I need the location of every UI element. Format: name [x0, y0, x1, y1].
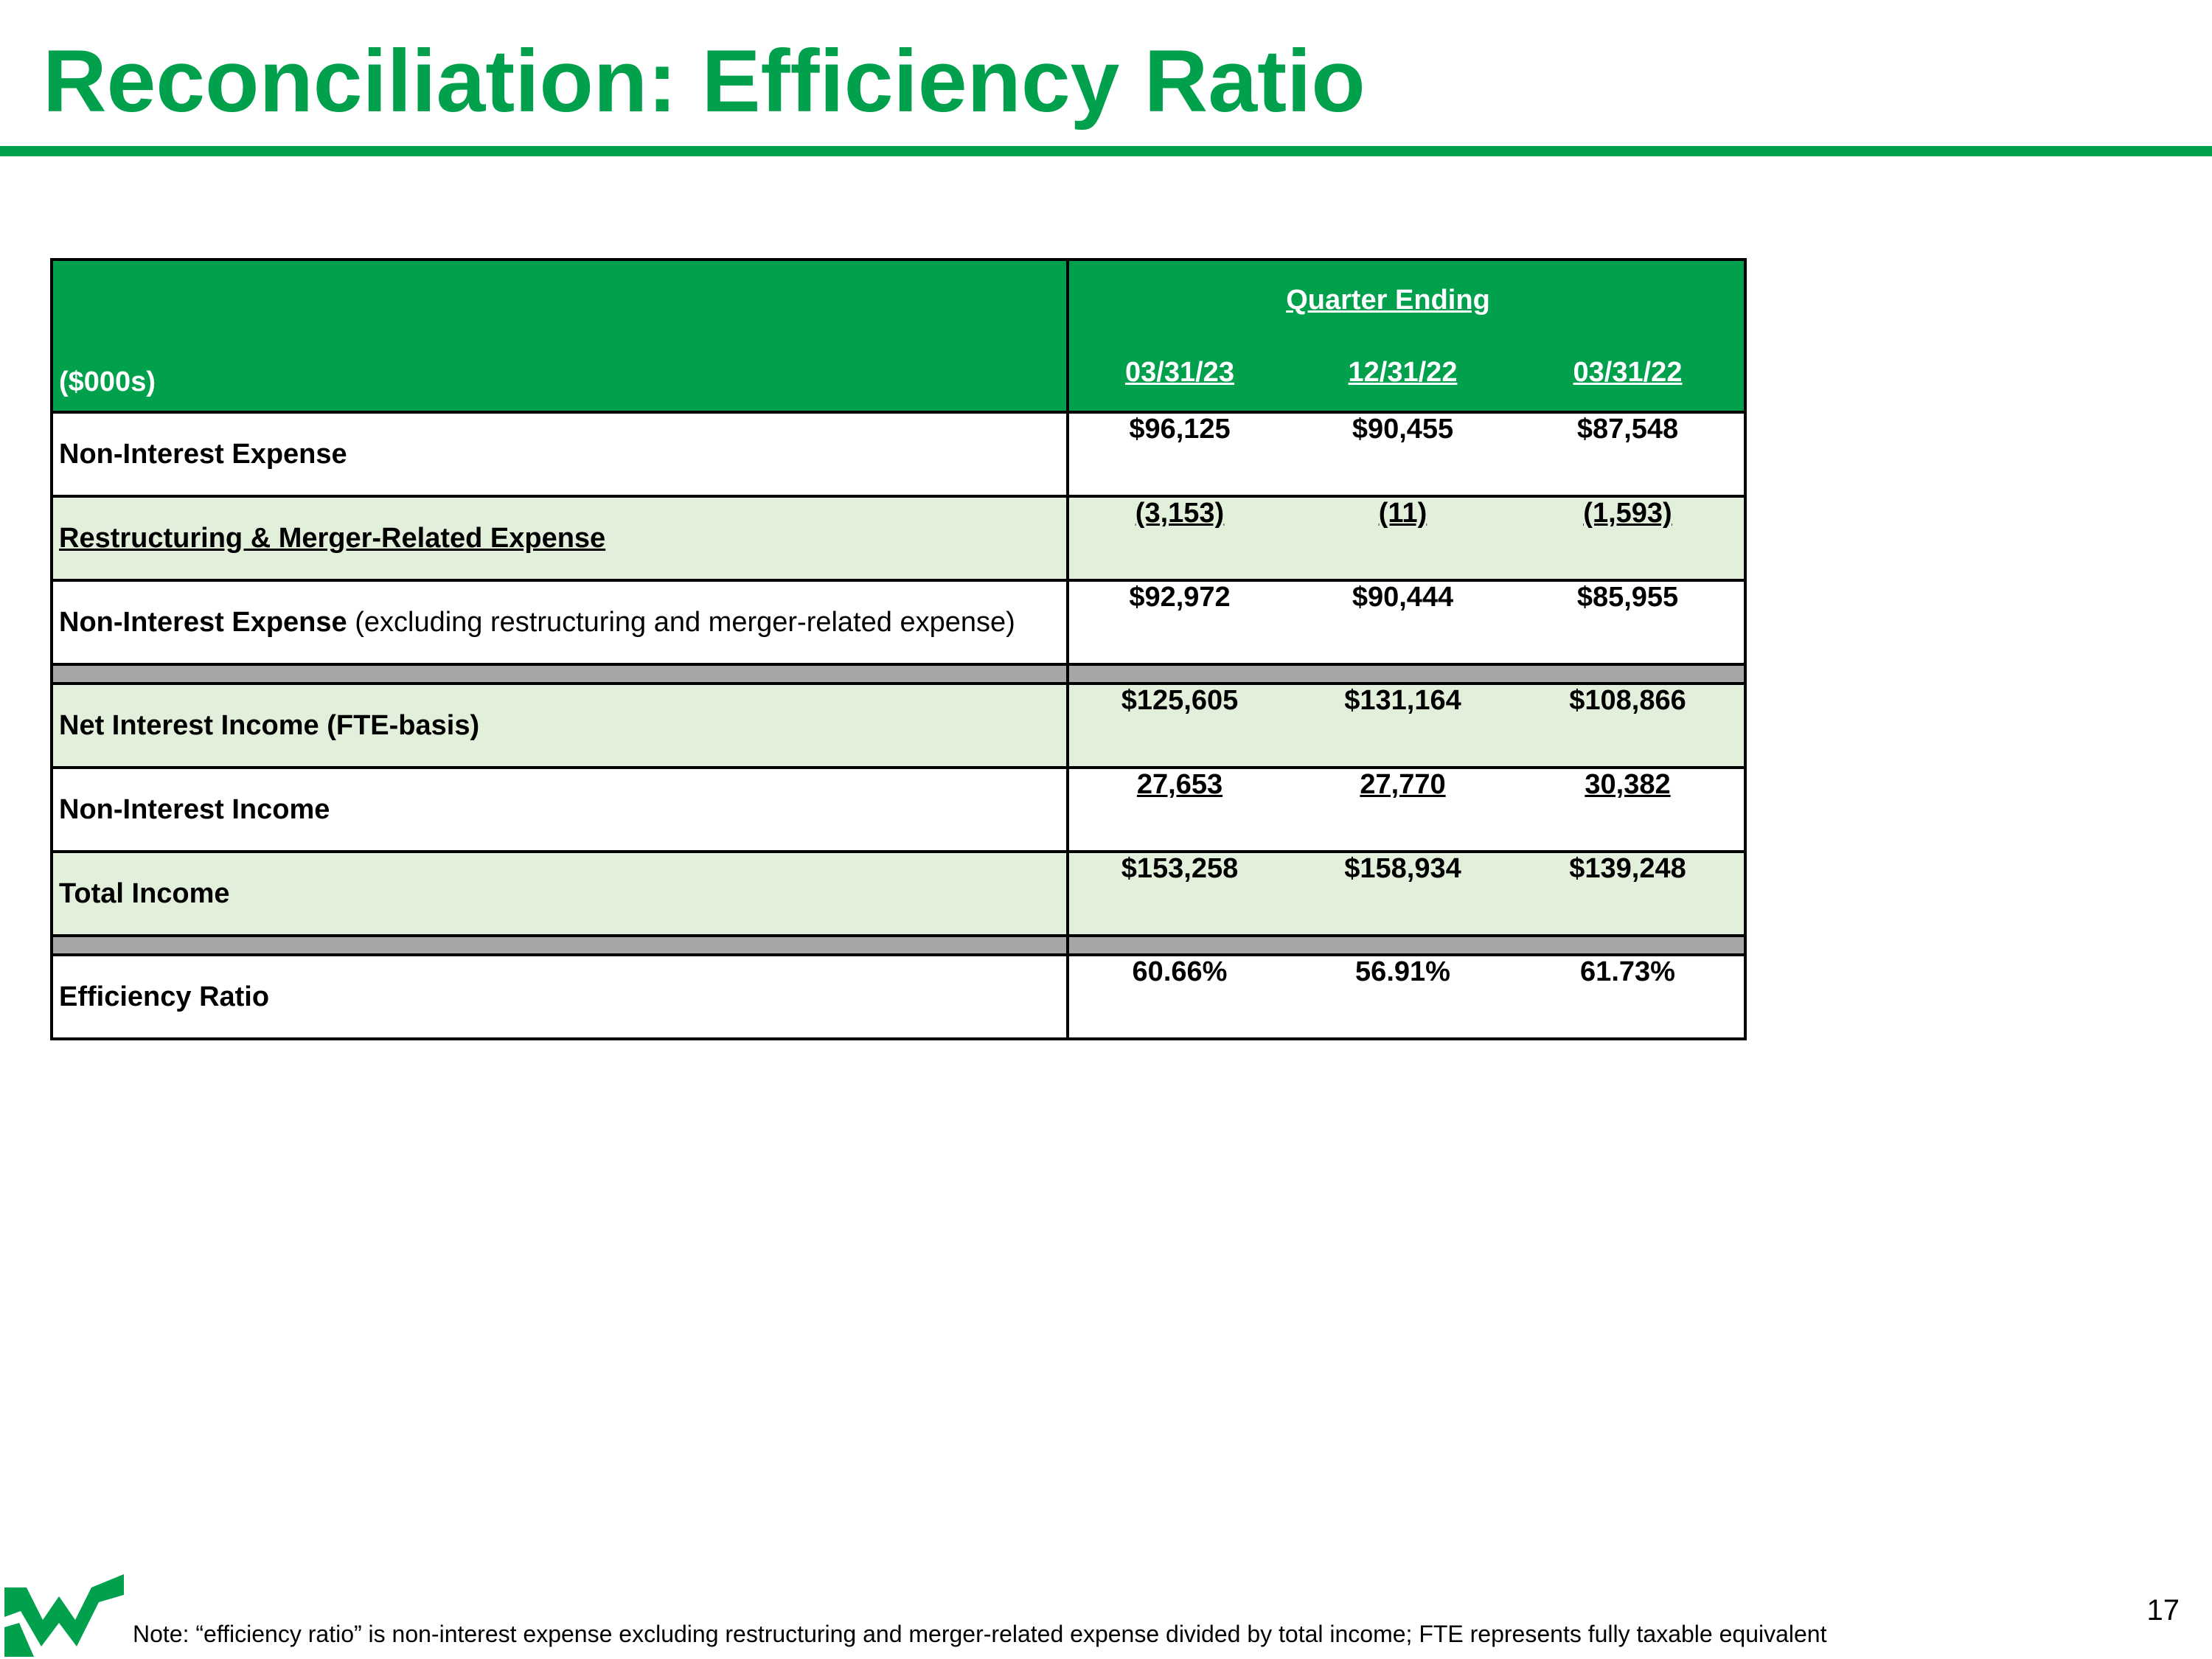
table-row-efficiency-ratio: Efficiency Ratio 60.66% 56.91% 61.73%	[50, 953, 1747, 1040]
cell-value: $158,934	[1344, 853, 1461, 884]
row-label-suffix: (excluding restructuring and merger-rela…	[347, 606, 1015, 638]
footnote: Note: “efficiency ratio” is non-interest…	[133, 1621, 1827, 1647]
cell-value: $139,248	[1569, 853, 1686, 884]
cell-value: $125,605	[1121, 685, 1239, 716]
table-row-restructuring: Restructuring & Merger-Related Expense (…	[50, 495, 1747, 582]
table-header-row: ($000s) Quarter Ending 03/31/23 12/31/22…	[50, 258, 1747, 414]
period-header-cell: Quarter Ending 03/31/23 12/31/22 03/31/2…	[1066, 258, 1747, 414]
table-row-non-interest-expense: Non-Interest Expense $96,125 $90,455 $87…	[50, 411, 1747, 498]
period-header-1: 03/31/23	[1125, 357, 1234, 388]
cell-value: $96,125	[1129, 414, 1231, 445]
cell-value: 61.73%	[1580, 956, 1675, 987]
efficiency-ratio-table: ($000s) Quarter Ending 03/31/23 12/31/22…	[50, 258, 1747, 1040]
cell-value: $108,866	[1569, 685, 1686, 716]
w-logo-icon	[4, 1574, 124, 1657]
cell-value: (3,153)	[1135, 498, 1225, 529]
cell-value: 30,382	[1585, 769, 1671, 800]
cell-value: (11)	[1378, 498, 1427, 529]
period-header-3: 03/31/22	[1573, 357, 1683, 388]
cell-value: 27,770	[1360, 769, 1446, 800]
row-label: Non-Interest Income	[59, 793, 330, 825]
table-row-total-income: Total Income $153,258 $158,934 $139,248	[50, 850, 1747, 937]
cell-value: 60.66%	[1132, 956, 1228, 987]
row-label: Net Interest Income (FTE-basis)	[59, 709, 480, 741]
row-label: Non-Interest Expense	[59, 606, 347, 638]
row-label: Restructuring & Merger-Related Expense	[59, 522, 606, 554]
cell-value: 56.91%	[1355, 956, 1450, 987]
cell-value: $87,548	[1576, 414, 1679, 445]
cell-value: (1,593)	[1583, 498, 1672, 529]
cell-value: $92,972	[1129, 582, 1231, 613]
cell-value: 27,653	[1136, 769, 1223, 800]
cell-value: $85,955	[1576, 582, 1679, 613]
table-row-adjusted-expense: Non-Interest Expense (excluding restruct…	[50, 579, 1747, 666]
separator-row	[50, 663, 1747, 685]
cell-value: $131,164	[1344, 685, 1461, 716]
separator-row	[50, 934, 1747, 956]
row-label: Total Income	[59, 877, 230, 909]
page-number: 17	[2146, 1594, 2180, 1627]
cell-value: $90,455	[1352, 414, 1454, 445]
title-divider	[0, 146, 2212, 156]
quarter-ending-header: Quarter Ending	[1286, 285, 1490, 316]
table-row-non-interest-income: Non-Interest Income 27,653 27,770 30,382	[50, 766, 1747, 853]
page-title: Reconciliation: Efficiency Ratio	[43, 32, 1366, 131]
row-label: Non-Interest Expense	[59, 438, 347, 470]
cell-value: $90,444	[1352, 582, 1454, 613]
period-header-2: 12/31/22	[1348, 357, 1458, 388]
unit-label: ($000s)	[50, 258, 1069, 414]
table-row-net-interest-income: Net Interest Income (FTE-basis) $125,605…	[50, 682, 1747, 769]
row-label: Efficiency Ratio	[59, 981, 270, 1012]
cell-value: $153,258	[1121, 853, 1239, 884]
